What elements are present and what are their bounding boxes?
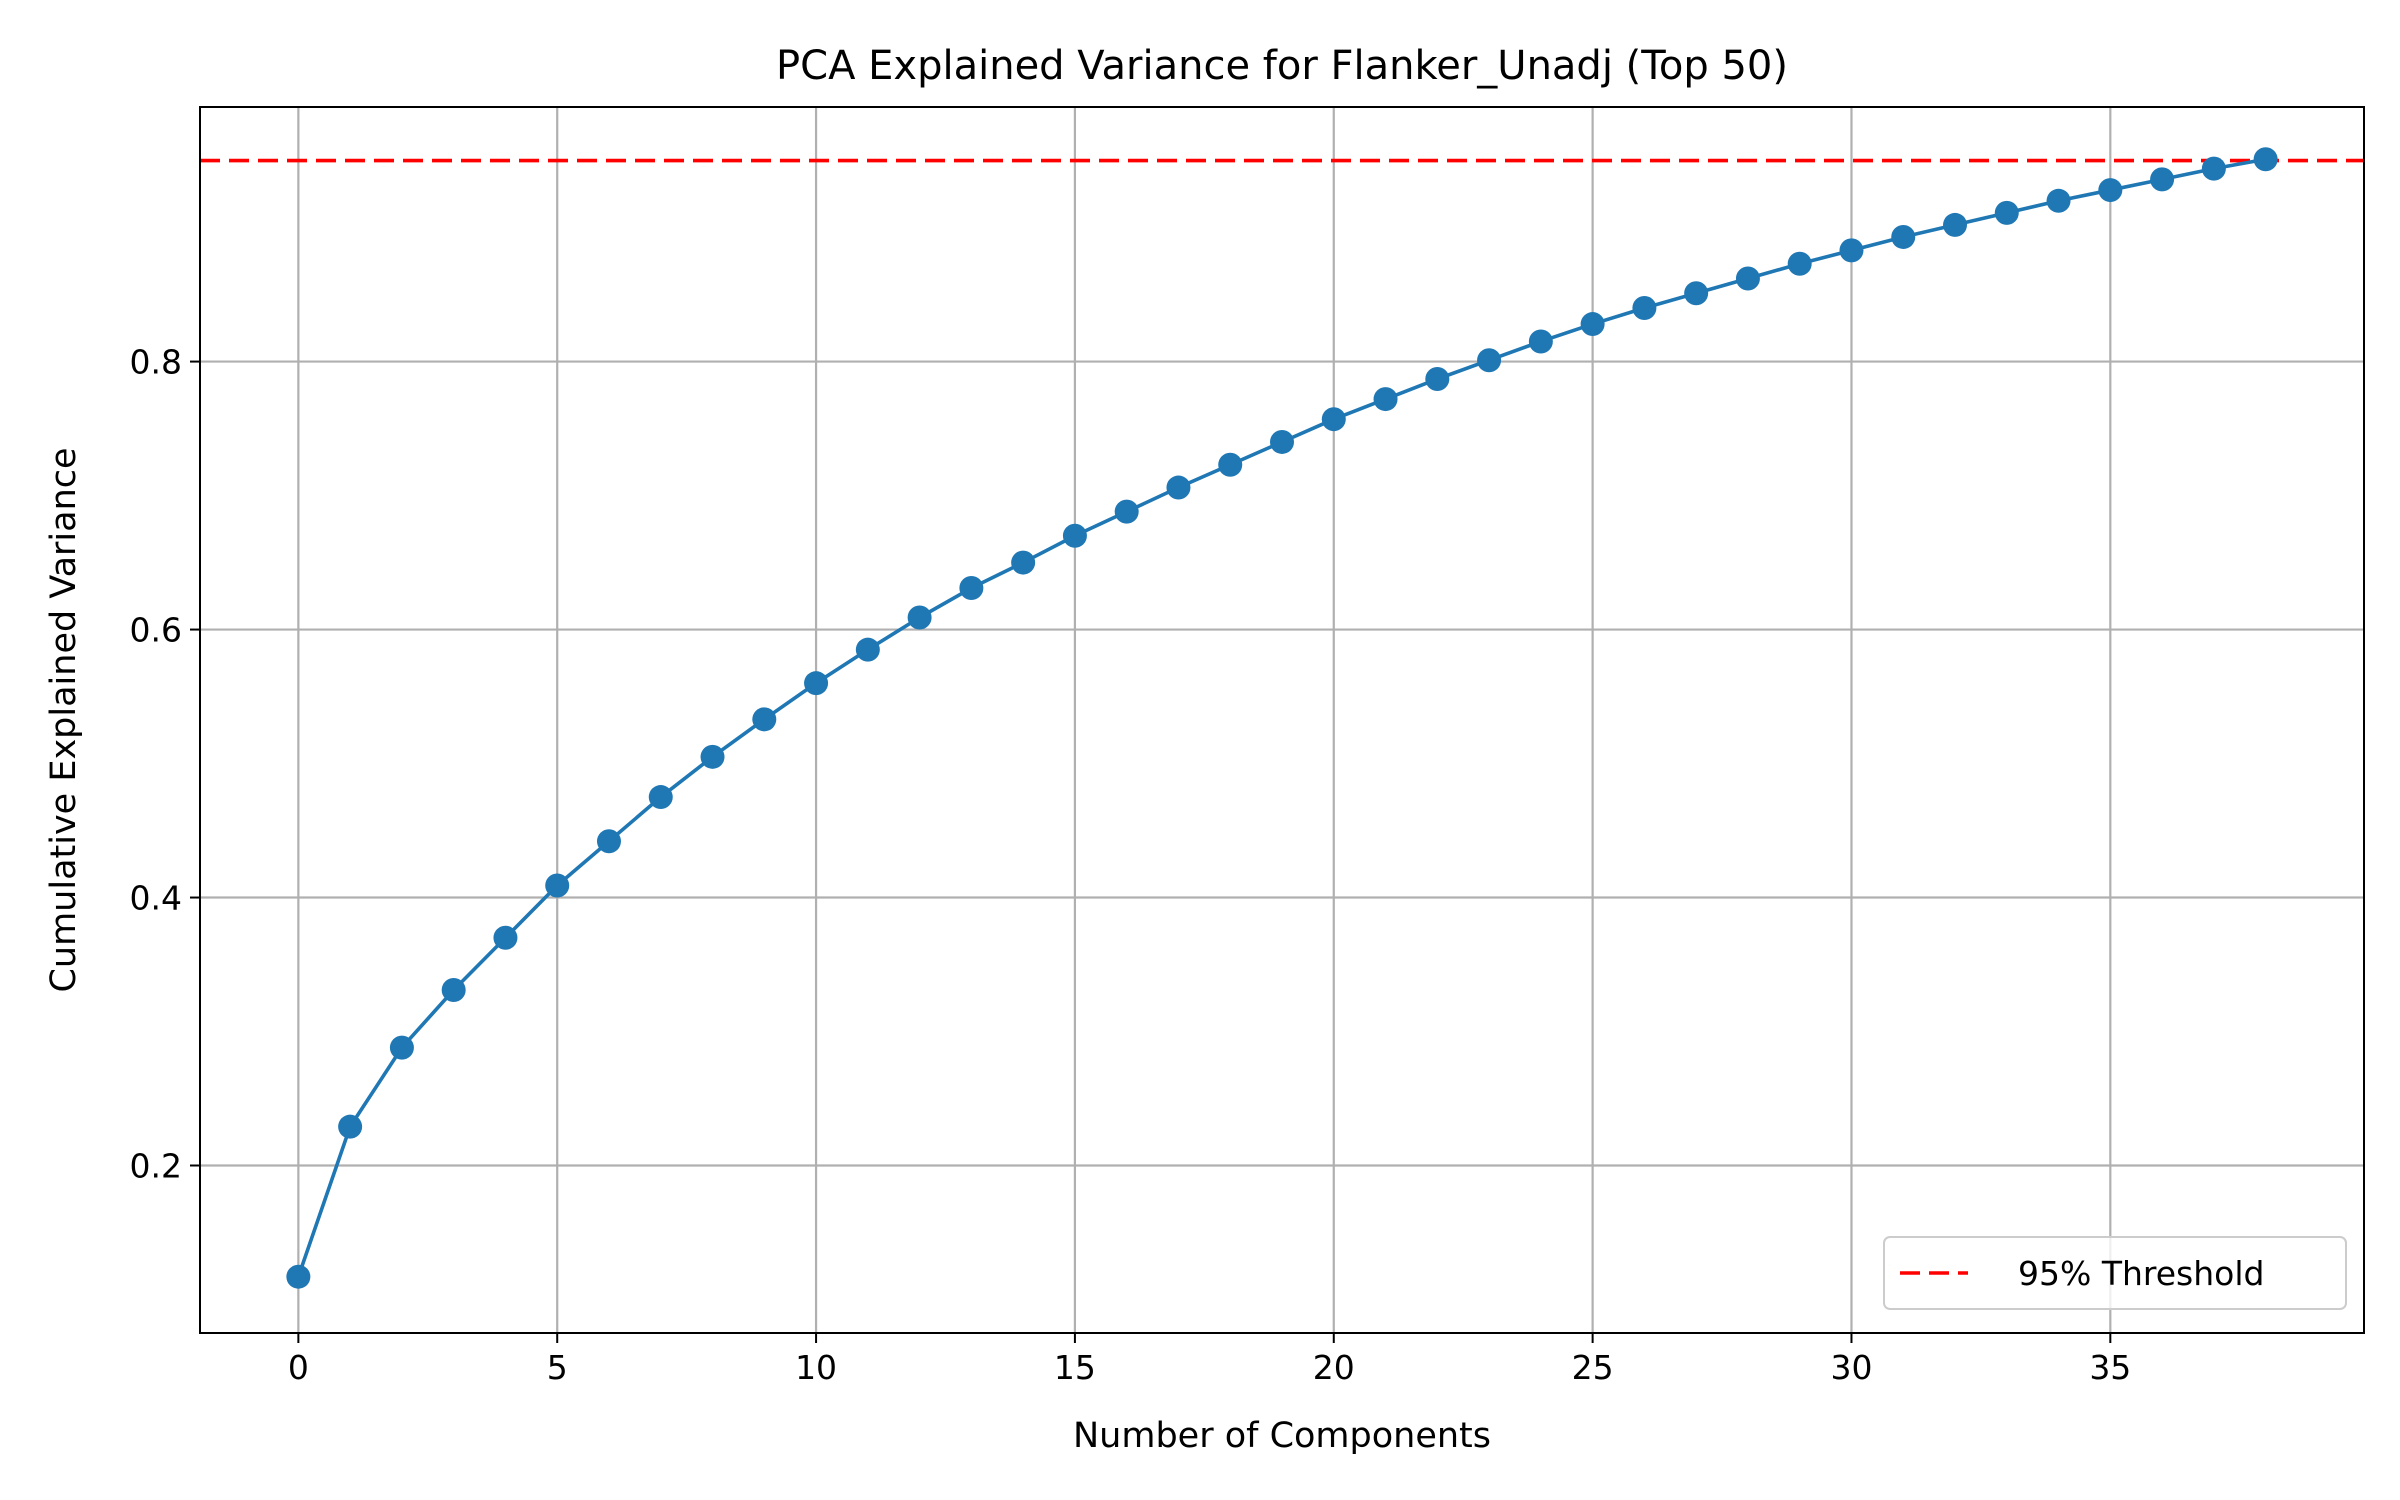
- data-point: [1373, 387, 1398, 412]
- data-point: [1632, 295, 1657, 320]
- legend-label-threshold: 95% Threshold: [2018, 1254, 2264, 1293]
- data-point: [752, 707, 777, 732]
- plot-area-frame: [199, 106, 2365, 1334]
- data-point: [1011, 550, 1036, 575]
- data-point: [2150, 167, 2175, 192]
- legend: 95% Threshold: [1883, 1236, 2347, 1310]
- data-point: [1062, 523, 1087, 548]
- x-tick-label: 15: [1054, 1348, 1096, 1387]
- data-point: [596, 829, 621, 854]
- data-point: [1994, 200, 2019, 225]
- x-tick-label: 0: [288, 1348, 309, 1387]
- data-point: [1580, 312, 1605, 337]
- data-point: [1218, 452, 1243, 477]
- data-point: [804, 671, 829, 696]
- data-point: [286, 1264, 311, 1289]
- data-point: [907, 605, 932, 630]
- x-tick-label: 35: [2089, 1348, 2131, 1387]
- data-point: [2201, 156, 2226, 181]
- data-point: [1270, 429, 1294, 454]
- series-layer: [286, 147, 2278, 1289]
- data-point: [1477, 348, 1502, 373]
- y-tick-label: 0.6: [130, 611, 182, 650]
- data-point: [2253, 147, 2278, 172]
- data-point: [545, 873, 570, 898]
- grid: [200, 107, 2364, 1333]
- x-axis-title: Number of Components: [1073, 1416, 1491, 1456]
- y-tick-label: 0.4: [130, 879, 182, 918]
- data-point: [1735, 266, 1760, 291]
- data-point: [338, 1114, 363, 1139]
- data-point: [441, 977, 466, 1002]
- y-tick-label: 0.2: [130, 1147, 182, 1186]
- data-point: [1839, 238, 1864, 263]
- y-tick-label: 0.8: [130, 343, 182, 382]
- y-axis-title: Cumulative Explained Variance: [44, 447, 84, 992]
- data-point: [389, 1035, 414, 1060]
- data-point: [959, 576, 984, 601]
- x-tick-label: 20: [1313, 1348, 1355, 1387]
- data-point: [1891, 224, 1916, 249]
- y-axis-ticks: 0.2 0.4 0.6 0.8: [130, 343, 200, 1186]
- data-point: [493, 925, 518, 950]
- x-tick-label: 25: [1572, 1348, 1614, 1387]
- data-point: [1528, 329, 1553, 354]
- x-tick-label: 5: [547, 1348, 568, 1387]
- chart-title: PCA Explained Variance for Flanker_Unadj…: [776, 43, 1788, 89]
- data-point: [1114, 499, 1139, 524]
- data-point: [1684, 281, 1709, 306]
- data-point: [855, 637, 880, 662]
- data-point: [700, 744, 725, 769]
- data-point: [1166, 475, 1191, 500]
- data-point: [1321, 407, 1346, 432]
- data-point: [1425, 366, 1450, 391]
- data-point: [1787, 251, 1812, 276]
- x-axis-ticks: 0 5 10 15 20 25 30 35: [288, 1333, 2131, 1387]
- x-tick-label: 10: [795, 1348, 837, 1387]
- data-point: [1943, 212, 1968, 237]
- data-point: [2098, 178, 2123, 203]
- data-point: [648, 785, 673, 810]
- data-point: [2046, 188, 2071, 213]
- legend-box: [1883, 1236, 2347, 1310]
- x-tick-label: 30: [1830, 1348, 1872, 1387]
